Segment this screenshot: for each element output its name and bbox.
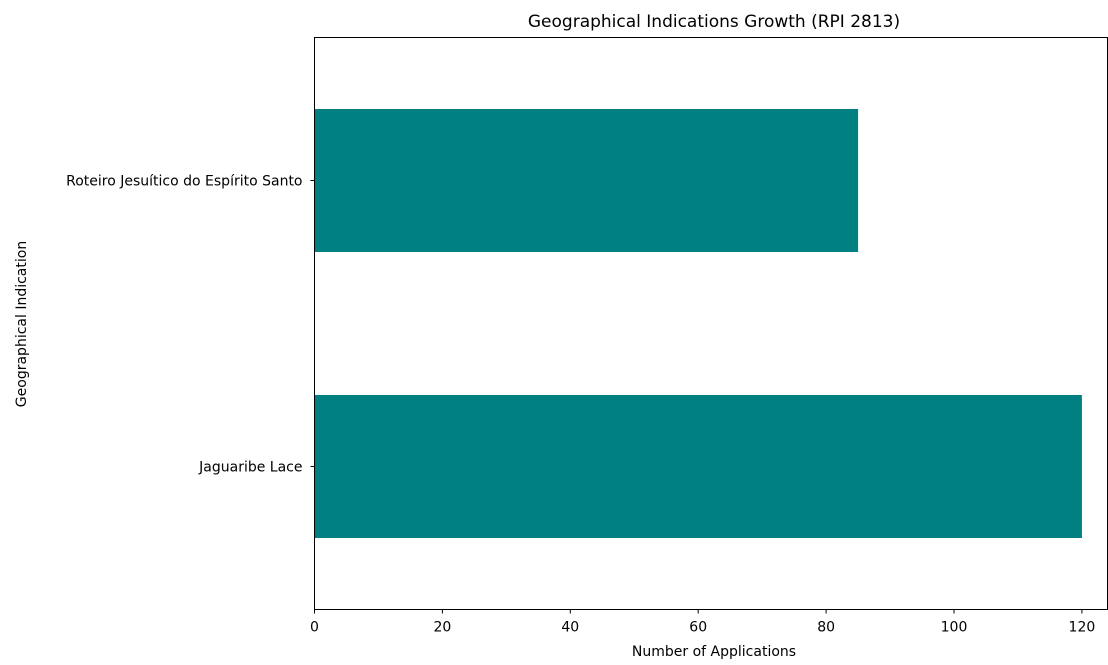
y-tick-label: Roteiro Jesuítico do Espírito Santo <box>66 174 302 190</box>
y-axis-ticks: Jaguaribe Lace Roteiro Jesuítico do Espír… <box>66 174 315 476</box>
x-tick-label: 20 <box>433 620 451 636</box>
x-tick-label: 80 <box>817 620 835 636</box>
x-tick-label: 100 <box>941 620 968 636</box>
bar-1 <box>314 109 859 252</box>
bar-0 <box>314 395 1082 538</box>
x-axis-ticks: 0 20 40 60 80 100 120 <box>310 609 1096 636</box>
y-tick-label: Jaguaribe Lace <box>198 460 302 476</box>
y-axis-label: Geographical Indication <box>14 241 30 407</box>
x-tick-label: 40 <box>561 620 579 636</box>
x-tick-label: 120 <box>1069 620 1096 636</box>
chart-title: Geographical Indications Growth (RPI 281… <box>528 12 900 32</box>
x-tick-label: 0 <box>310 620 319 636</box>
bars-layer <box>314 109 1082 538</box>
x-tick-label: 60 <box>689 620 707 636</box>
x-axis-label: Number of Applications <box>632 644 796 660</box>
